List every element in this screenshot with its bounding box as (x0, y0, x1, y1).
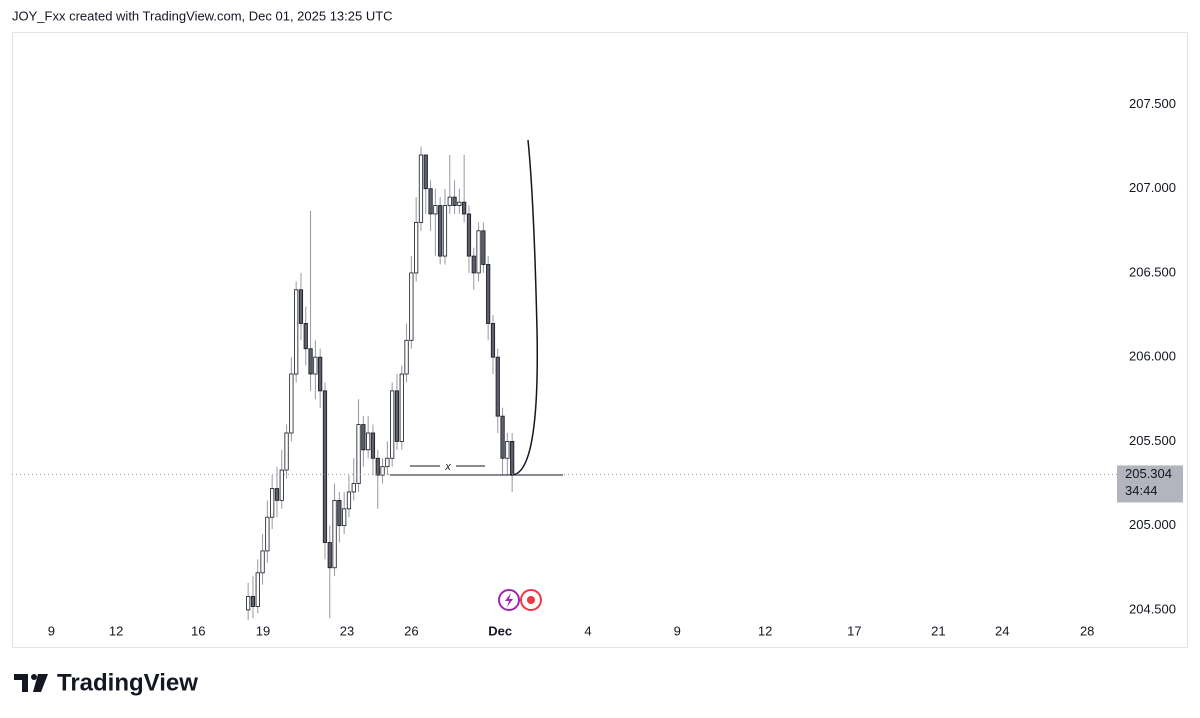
candle-body (447, 196, 452, 206)
x-tick-label: 9 (674, 623, 681, 638)
chart-frame (12, 32, 1188, 648)
candle-body (409, 272, 414, 341)
y-tick-label: 205.000 (1129, 517, 1176, 532)
x-tick-label: 24 (995, 623, 1009, 638)
x-tick-label: Dec (488, 623, 512, 638)
candle-body (284, 432, 289, 471)
candle-body (490, 323, 496, 358)
last-price-box (1117, 465, 1183, 503)
candle-body (423, 154, 428, 190)
candle-body (265, 516, 270, 552)
y-tick-label: 207.500 (1129, 96, 1176, 111)
x-tick-label: 12 (109, 623, 123, 638)
x-tick-label: 26 (404, 623, 418, 638)
candle-body (510, 441, 515, 475)
candle-body (375, 457, 380, 476)
logo-text: TradingView (57, 669, 198, 696)
candle-body (342, 508, 347, 527)
candle-body (332, 499, 337, 569)
candle-body (308, 348, 313, 375)
x-tick-label: 19 (256, 623, 270, 638)
candle-body (394, 390, 400, 442)
candle-body (260, 550, 265, 574)
candle-body (466, 213, 472, 257)
y-tick-label: 205.500 (1129, 433, 1176, 448)
candle-body (322, 390, 328, 543)
x-tick-label: 16 (191, 623, 205, 638)
dot-icon (527, 596, 535, 604)
candle-body (366, 432, 371, 451)
x-tick-label: 12 (758, 623, 772, 638)
candle-body (438, 205, 443, 257)
lightning-icon (505, 593, 513, 607)
candle-body (442, 205, 448, 257)
candle-body (294, 289, 299, 375)
candle-body (346, 491, 352, 510)
y-tick-label: 206.500 (1129, 264, 1176, 279)
candle-body (414, 221, 419, 274)
candle-body (462, 201, 467, 215)
candle-body (505, 441, 510, 459)
candle-body (390, 390, 395, 459)
candle-body (250, 596, 256, 607)
candle-body (274, 488, 280, 501)
x-tick-label: 23 (340, 623, 354, 638)
y-tick-label: 207.000 (1129, 180, 1176, 195)
candle-body (279, 469, 284, 501)
x-tick-label: 21 (931, 623, 945, 638)
candle-body (399, 373, 404, 442)
candle-body (404, 339, 409, 375)
candle-body (486, 264, 491, 324)
candle-body (351, 483, 356, 493)
annotation: x (444, 461, 451, 473)
candle-body (356, 424, 361, 484)
x-tick-label: 4 (584, 623, 591, 638)
candle-body (481, 230, 486, 265)
countdown-label: 34:44 (1125, 483, 1158, 498)
x-tick-label: 17 (847, 623, 861, 638)
candle-body (337, 499, 342, 527)
candle-body (433, 205, 438, 215)
candle-body (270, 488, 275, 518)
candle-body (471, 255, 476, 274)
candle-body (500, 415, 505, 459)
candle-body (385, 457, 390, 468)
header: JOY_Fxx created with TradingView.com, De… (12, 8, 393, 23)
candle-body (318, 356, 323, 392)
y-tick-label: 206.000 (1129, 349, 1176, 364)
y-tick-label: 204.500 (1129, 601, 1176, 616)
candle-body (418, 154, 424, 223)
candle-body (255, 572, 260, 607)
candle-body (476, 230, 481, 274)
candle-body (457, 201, 462, 206)
candle-body (246, 596, 251, 611)
candle-body (289, 373, 294, 434)
logo: TradingView (14, 669, 198, 696)
candle-body (327, 542, 332, 569)
candle-body (428, 188, 433, 215)
x-tick-label: 9 (48, 623, 55, 638)
candle-body (361, 424, 366, 451)
last-price-label: 205.304 (1125, 466, 1172, 481)
candle-body (380, 466, 385, 476)
candle-body (313, 356, 318, 375)
plot-area (246, 146, 515, 620)
candle-body (303, 323, 308, 350)
x-tick-label: 28 (1080, 623, 1094, 638)
candle-body (370, 432, 376, 459)
drawing-curve (510, 139, 539, 476)
candle-body (298, 289, 304, 324)
candle-body (495, 356, 500, 417)
candle-body (452, 196, 457, 206)
